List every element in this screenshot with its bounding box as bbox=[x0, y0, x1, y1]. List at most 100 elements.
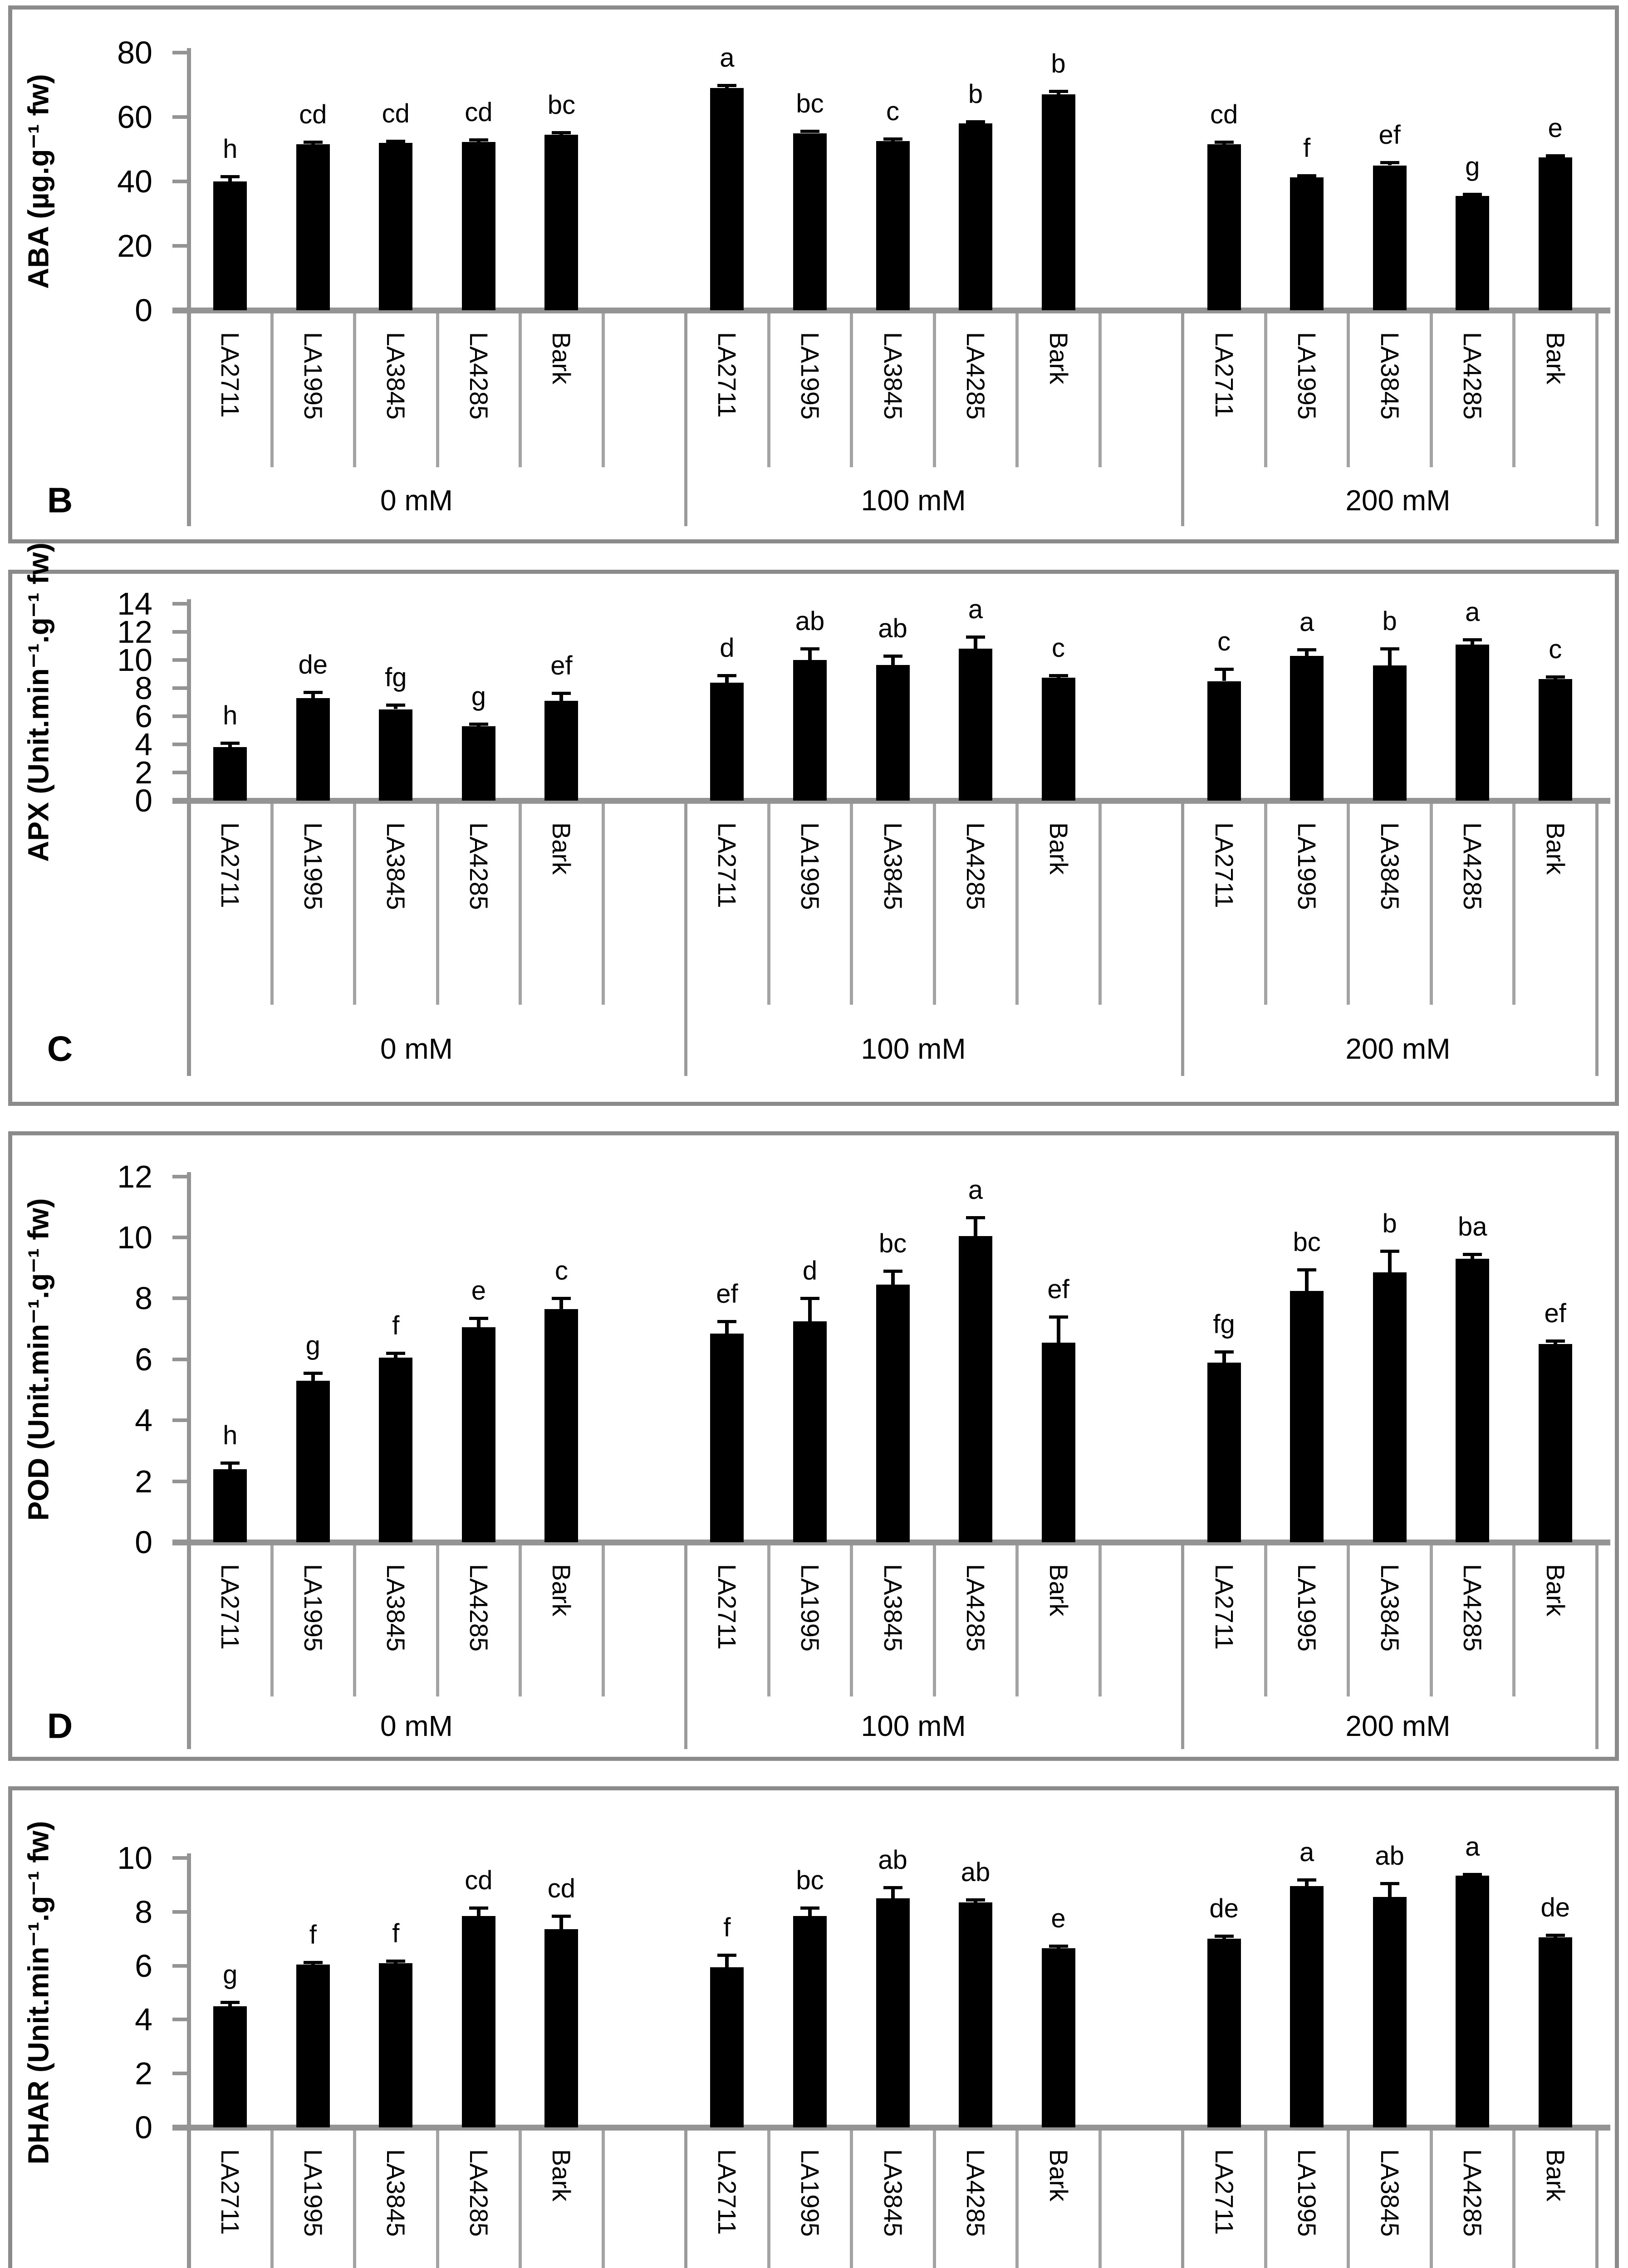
category-label: LA1995 bbox=[795, 2149, 824, 2237]
significance-letter: b bbox=[1382, 606, 1397, 636]
bar-0mM-LA4285 bbox=[461, 726, 495, 801]
y-tick-label: 10 bbox=[117, 642, 152, 678]
category-divider bbox=[353, 313, 357, 467]
category-label: LA1995 bbox=[299, 332, 328, 420]
error-bar-cap bbox=[1545, 1934, 1565, 1937]
error-bar-cap bbox=[469, 1317, 488, 1320]
error-bar-whisker bbox=[1305, 649, 1309, 656]
error-bar-cap bbox=[966, 1216, 986, 1220]
error-bar-cap bbox=[717, 1953, 737, 1957]
category-divider bbox=[1015, 2131, 1019, 2268]
bar-100mM-LA4285 bbox=[959, 1902, 993, 2127]
category-label: LA2711 bbox=[216, 332, 245, 418]
error-bar-whisker bbox=[808, 649, 812, 660]
category-label: LA2711 bbox=[713, 822, 742, 908]
y-tick-label: 0 bbox=[135, 2110, 152, 2145]
bar-0mM-LA2711 bbox=[213, 1469, 247, 1542]
category-divider bbox=[767, 804, 770, 1005]
error-bar-cap bbox=[800, 1297, 819, 1300]
category-divider bbox=[353, 804, 357, 1005]
category-label: LA3845 bbox=[878, 2149, 907, 2237]
significance-letter: a bbox=[968, 1175, 983, 1205]
category-divider bbox=[270, 313, 274, 467]
y-tick bbox=[172, 1236, 189, 1239]
bar-200mM-LA2711 bbox=[1207, 144, 1241, 310]
error-bar-whisker bbox=[1471, 1254, 1475, 1259]
y-tick bbox=[172, 1357, 189, 1361]
error-bar-whisker bbox=[228, 176, 232, 181]
bar-200mM-Bark bbox=[1538, 1937, 1572, 2127]
error-bar-cap bbox=[1214, 1350, 1234, 1354]
bar-200mM-LA4285 bbox=[1456, 1259, 1490, 1542]
group-divider bbox=[1181, 1545, 1185, 1749]
bar-200mM-LA2711 bbox=[1207, 681, 1241, 801]
y-tick bbox=[172, 771, 189, 774]
panel-letter: D bbox=[47, 1706, 73, 1746]
error-bar-cap bbox=[1297, 1268, 1317, 1271]
bar-0mM-LA4285 bbox=[461, 142, 495, 310]
category-label: LA2711 bbox=[713, 1564, 742, 1650]
error-bar-cap bbox=[1463, 1252, 1482, 1256]
significance-letter: cd bbox=[299, 99, 327, 129]
panel-dhar: DHAR (Unit.min⁻¹.g⁻¹ fw) 0 2 4 6 8 10 g LA2711 f… bbox=[8, 1786, 1619, 2268]
y-tick bbox=[172, 1964, 189, 1968]
error-bar-cap bbox=[386, 1352, 406, 1355]
category-label: Bark bbox=[547, 1564, 576, 1617]
error-bar-cap bbox=[1049, 1945, 1068, 1948]
y-tick bbox=[172, 686, 189, 690]
y-tick-label: 2 bbox=[135, 1463, 152, 1499]
group-divider bbox=[1595, 2131, 1599, 2268]
y-tick-label: 2 bbox=[135, 755, 152, 790]
error-bar-whisker bbox=[725, 675, 729, 683]
error-bar-whisker bbox=[476, 1907, 481, 1916]
significance-letter: g bbox=[305, 1331, 320, 1361]
bar-0mM-LA2711 bbox=[213, 747, 247, 801]
bar-100mM-LA1995 bbox=[793, 1916, 827, 2127]
y-tick bbox=[172, 244, 189, 248]
bar-0mM-LA3845 bbox=[379, 1358, 413, 1542]
y-tick-label: 12 bbox=[117, 1158, 152, 1194]
category-label: LA3845 bbox=[382, 1564, 411, 1652]
category-label: LA4285 bbox=[961, 822, 991, 910]
category-divider bbox=[1429, 2131, 1433, 2268]
category-label: Bark bbox=[1044, 1564, 1073, 1617]
y-axis-line bbox=[187, 599, 191, 1076]
bar-200mM-LA3845 bbox=[1373, 1897, 1407, 2127]
y-axis-line bbox=[187, 1853, 191, 2268]
error-bar-cap bbox=[303, 1372, 323, 1375]
category-label: LA4285 bbox=[1458, 2149, 1487, 2237]
category-divider bbox=[1512, 313, 1516, 467]
error-bar-whisker bbox=[559, 1916, 564, 1930]
bar-0mM-Bark bbox=[544, 1309, 579, 1542]
significance-letter: f bbox=[1303, 133, 1311, 163]
error-bar-whisker bbox=[559, 693, 564, 701]
error-bar-cap bbox=[221, 741, 240, 745]
category-divider bbox=[1429, 804, 1433, 1005]
y-tick bbox=[172, 1418, 189, 1422]
category-divider bbox=[519, 313, 522, 467]
category-divider bbox=[932, 2131, 936, 2268]
error-bar-whisker bbox=[559, 1298, 564, 1309]
error-bar-cap bbox=[800, 1906, 819, 1910]
error-bar-cap bbox=[221, 1461, 240, 1465]
significance-letter: g bbox=[471, 682, 486, 712]
error-bar-whisker bbox=[1388, 649, 1392, 666]
error-bar-cap bbox=[552, 691, 571, 695]
error-bar-whisker bbox=[394, 1353, 398, 1358]
plot-area: 0 2 4 6 8 10 g LA2711 f LA1995 f LA3845 cd LA4285 cd Ba… bbox=[12, 1790, 1615, 2268]
significance-letter: a bbox=[1465, 1832, 1480, 1862]
error-bar-cap bbox=[1545, 675, 1565, 679]
category-label: LA3845 bbox=[382, 2149, 411, 2237]
significance-letter: e bbox=[1548, 113, 1563, 143]
error-bar-whisker bbox=[891, 655, 895, 665]
category-divider bbox=[436, 804, 439, 1005]
error-bar-cap bbox=[1380, 161, 1399, 165]
error-bar-cap bbox=[1297, 174, 1317, 177]
category-divider bbox=[1264, 313, 1267, 467]
bar-200mM-Bark bbox=[1538, 679, 1572, 801]
significance-letter: cd bbox=[465, 98, 493, 127]
error-bar-whisker bbox=[725, 1321, 729, 1334]
error-bar-whisker bbox=[808, 1298, 812, 1321]
error-bar-cap bbox=[1463, 192, 1482, 196]
error-bar-cap bbox=[469, 138, 488, 142]
